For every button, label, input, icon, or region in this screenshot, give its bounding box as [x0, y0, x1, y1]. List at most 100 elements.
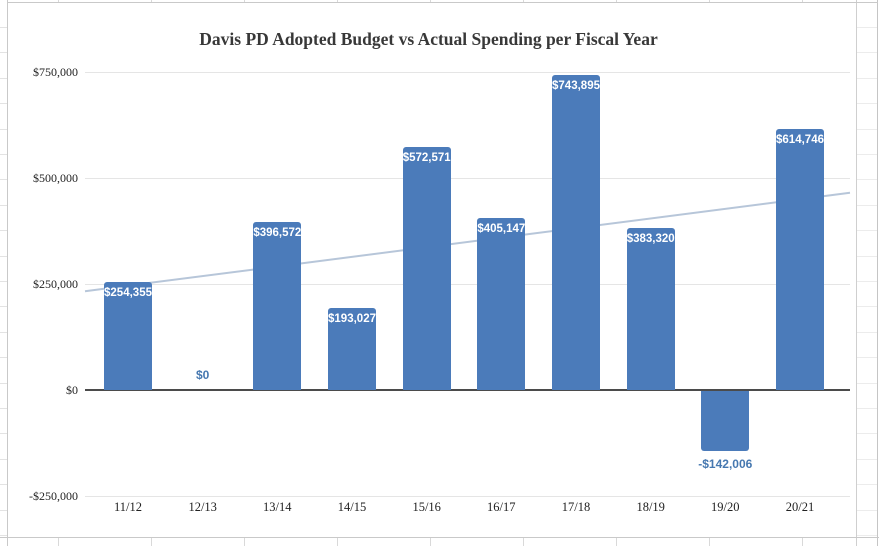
spreadsheet-row-tick [857, 129, 877, 130]
spreadsheet-row-tick [0, 78, 7, 79]
spreadsheet-row-tick [0, 510, 7, 511]
bar-17-18[interactable] [552, 74, 600, 390]
bar-value-label: $383,320 [626, 232, 675, 245]
spreadsheet-row-tick [0, 535, 7, 536]
spreadsheet-row-tick [0, 154, 7, 155]
x-axis-category-label: 19/20 [711, 500, 740, 514]
spreadsheet-column-line-left [7, 0, 8, 546]
y-axis-tick-label: -$250,000 [29, 489, 78, 503]
spreadsheet-column-tick [523, 538, 524, 546]
spreadsheet-column-tick [337, 0, 338, 2]
spreadsheet-row-tick [857, 154, 877, 155]
spreadsheet-row-tick [857, 205, 877, 206]
bar-19-20[interactable] [701, 391, 750, 452]
y-axis-tick-label: $750,000 [33, 65, 78, 79]
spreadsheet-column-tick [616, 538, 617, 546]
spreadsheet-row-tick [0, 179, 7, 180]
x-axis-category-label: 15/16 [412, 500, 441, 514]
x-axis-category-label: 20/21 [785, 500, 815, 514]
spreadsheet-column-tick [802, 538, 803, 546]
spreadsheet-edge-line-right [877, 0, 878, 546]
x-axis-category-label: 17/18 [561, 500, 591, 514]
spreadsheet-column-tick [523, 0, 524, 2]
spreadsheet-row-tick [0, 205, 7, 206]
spreadsheet-row-tick [0, 256, 7, 257]
spreadsheet-column-tick [430, 538, 431, 546]
spreadsheet-row-line-top [7, 2, 878, 3]
x-axis-category-label: 18/19 [636, 500, 665, 514]
spreadsheet-row-tick [857, 433, 877, 434]
bar-value-label: $0 [196, 368, 210, 382]
spreadsheet-row-tick [857, 459, 877, 460]
bar-value-label: $614,746 [776, 134, 824, 147]
spreadsheet-row-tick [857, 52, 877, 53]
x-axis-category-label: 11/12 [113, 500, 142, 514]
bar-value-label: -$142,006 [698, 457, 753, 472]
gridline [85, 283, 850, 285]
spreadsheet-column-tick [337, 538, 338, 546]
spreadsheet-column-tick [709, 538, 710, 546]
spreadsheet-row-tick [0, 230, 7, 231]
spreadsheet-row-tick [857, 230, 877, 231]
spreadsheet-row-tick [857, 535, 877, 536]
spreadsheet-column-line-right [856, 0, 857, 546]
spreadsheet-row-tick [857, 78, 877, 79]
spreadsheet-row-tick [0, 383, 7, 384]
bar-14-15[interactable] [328, 308, 376, 390]
spreadsheet-row-tick [0, 484, 7, 485]
spreadsheet-row-tick [857, 357, 877, 358]
spreadsheet-column-tick [151, 0, 152, 2]
spreadsheet-column-tick [709, 0, 710, 2]
spreadsheet-column-tick [58, 538, 59, 546]
x-axis-category-label: 16/17 [487, 500, 516, 514]
bar-11-12[interactable] [104, 282, 152, 390]
gridline [85, 177, 850, 179]
bar-13-14[interactable] [253, 221, 302, 390]
spreadsheet-row-tick [0, 408, 7, 409]
spreadsheet-row-tick [0, 433, 7, 434]
bar-value-label: $193,027 [328, 313, 376, 326]
spreadsheet-row-tick [857, 306, 877, 307]
spreadsheet-row-tick [857, 383, 877, 384]
spreadsheet-row-tick [857, 484, 877, 485]
bar-value-label: $743,895 [552, 79, 600, 92]
bar-value-label: $572,571 [402, 152, 451, 165]
y-axis-tick-label: $250,000 [33, 277, 78, 291]
spreadsheet-row-tick [857, 256, 877, 257]
spreadsheet-row-tick [0, 281, 7, 282]
spreadsheet-column-tick [802, 0, 803, 2]
spreadsheet-row-tick [857, 103, 877, 104]
bar-15-16[interactable] [402, 147, 451, 390]
spreadsheet-row-tick [857, 281, 877, 282]
spreadsheet-row-tick [0, 52, 7, 53]
spreadsheet-row-tick [857, 408, 877, 409]
spreadsheet-row-tick [857, 332, 877, 333]
spreadsheet-column-tick [151, 538, 152, 546]
y-axis-tick-label: $500,000 [33, 171, 78, 185]
y-axis-tick-label: $0 [66, 383, 78, 397]
spreadsheet-column-tick [430, 0, 431, 2]
gridline [85, 71, 850, 73]
x-axis-category-label: 12/13 [188, 500, 217, 514]
spreadsheet-row-tick [0, 27, 7, 28]
bar-20-21[interactable] [776, 129, 824, 390]
zero-axis-line [85, 389, 850, 391]
spreadsheet-column-tick [244, 538, 245, 546]
spreadsheet-row-tick [857, 510, 877, 511]
spreadsheet-column-tick [616, 0, 617, 2]
spreadsheet-row-tick [857, 179, 877, 180]
bar-value-label: $254,355 [104, 287, 152, 300]
x-axis-category-label: 14/15 [337, 500, 367, 514]
spreadsheet-row-tick [0, 306, 7, 307]
bar-value-label: $405,147 [477, 223, 526, 236]
bar-18-19[interactable] [626, 227, 675, 390]
bar-value-label: $396,572 [253, 226, 302, 239]
spreadsheet-row-tick [0, 332, 7, 333]
x-axis-category-label: 13/14 [263, 500, 292, 514]
spreadsheet-row-tick [0, 103, 7, 104]
chart-title: Davis PD Adopted Budget vs Actual Spendi… [199, 29, 658, 49]
bar-16-17[interactable] [477, 218, 526, 390]
